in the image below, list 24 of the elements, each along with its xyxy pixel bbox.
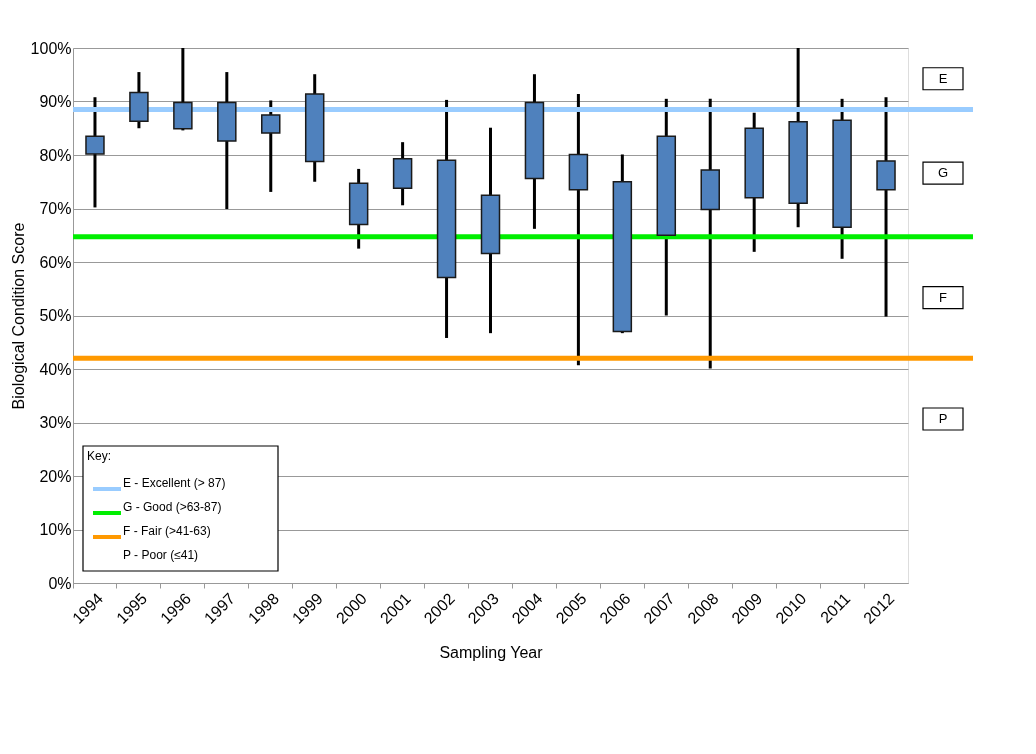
candlestick <box>261 100 281 192</box>
y-tick-label: 60% <box>39 253 72 271</box>
y-axis-title: Biological Condition Score <box>9 222 27 410</box>
y-tick-label: 90% <box>39 93 72 110</box>
y-tick-label: 30% <box>39 414 72 431</box>
text: P <box>938 411 948 427</box>
legend-label: G - Good (>63-87) <box>123 500 222 514</box>
text: F <box>939 289 948 305</box>
y-tick-label: 40% <box>39 360 72 378</box>
annotation: P - Poor (≤41) <box>123 548 199 562</box>
candlestick <box>85 97 105 208</box>
y-tick-label: 70% <box>39 200 72 217</box>
x-axis-title: Sampling Year <box>439 643 544 661</box>
y-tick-label: 0% <box>48 574 72 592</box>
y-tick-label: 100% <box>30 39 72 57</box>
text: E <box>938 70 948 86</box>
text: G <box>937 165 949 181</box>
legend-title: Key: <box>87 449 112 463</box>
y-tick-label: 50% <box>39 307 72 324</box>
y-tick-label: 80% <box>39 146 72 164</box>
legend-label: E - Excellent (> 87) <box>123 476 226 490</box>
y-tick-label: 10% <box>39 521 72 538</box>
legend-label: F - Fair (>41-63) <box>123 524 211 538</box>
y-tick-label: 20% <box>39 467 72 485</box>
